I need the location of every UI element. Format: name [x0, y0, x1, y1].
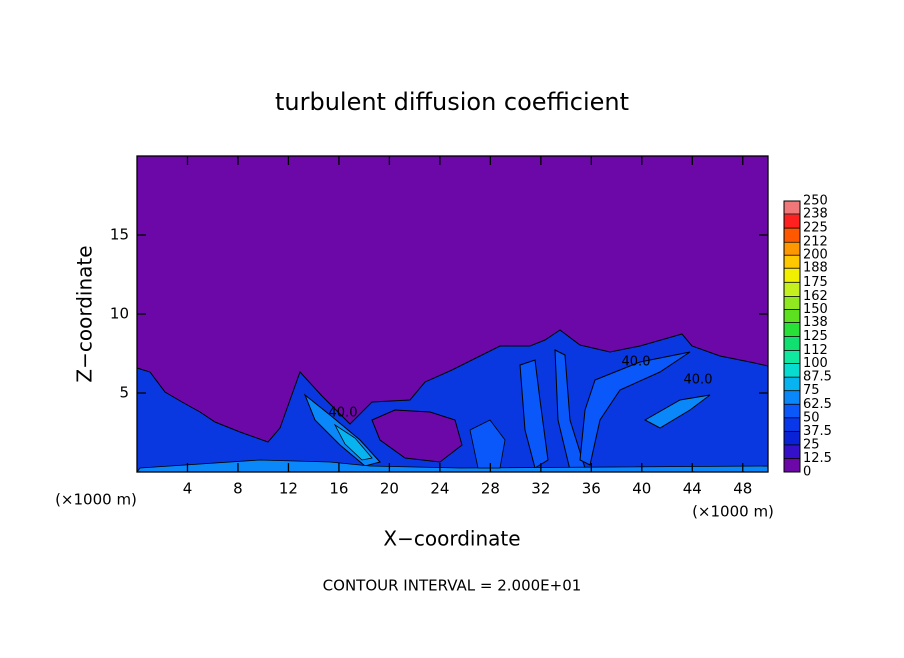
colorbar-swatch — [784, 228, 800, 242]
y-tick-label: 10 — [110, 305, 129, 323]
streak — [469, 419, 506, 469]
colorbar-label: 50 — [803, 410, 820, 425]
x-tick-label: 8 — [233, 480, 243, 498]
x-tick-label: 20 — [380, 480, 399, 498]
colorbar-swatch — [784, 214, 800, 229]
x-unit: (×1000 m) — [692, 503, 774, 521]
colorbar-swatch — [784, 390, 800, 405]
streak — [643, 394, 711, 429]
y-tick-label: 15 — [110, 226, 129, 244]
footer: CONTOUR INTERVAL = 2.000E+01 — [323, 577, 582, 595]
colorbar-swatch — [784, 322, 800, 337]
colorbar-label: 212 — [803, 235, 828, 250]
x-tick-label: 48 — [733, 480, 752, 498]
quiet-pocket — [371, 409, 463, 463]
x-tick-label: 44 — [683, 480, 702, 498]
colorbar-swatch — [784, 377, 800, 391]
streak — [519, 359, 549, 469]
colorbar-swatch — [784, 241, 800, 256]
colorbar-label: 112 — [803, 343, 828, 358]
colorbar-swatch — [784, 431, 800, 445]
colorbar-swatch — [784, 363, 800, 378]
colorbar-label: 238 — [803, 207, 828, 222]
x-tick-label: 40 — [632, 480, 651, 498]
colorbar-swatch — [784, 444, 800, 459]
colorbar-label: 200 — [803, 248, 828, 263]
x-tick-label: 36 — [582, 480, 601, 498]
y-tick-label: 5 — [119, 384, 129, 402]
colorbar-label: 75 — [803, 383, 820, 398]
colorbar-swatch — [784, 336, 800, 351]
contour-field — [136, 156, 769, 473]
colorbar-label: 25 — [803, 437, 820, 452]
x-tick-label: 4 — [183, 480, 193, 498]
streak — [579, 351, 691, 466]
contour-label: 40.0 — [329, 406, 358, 421]
x-tick-label: 24 — [430, 480, 449, 498]
colorbar-swatch — [784, 458, 800, 472]
colorbar-label: 0 — [803, 465, 811, 480]
colorbar-label: 225 — [803, 221, 828, 236]
title: turbulent diffusion coefficient — [275, 88, 629, 116]
x-tick-label: 16 — [329, 480, 348, 498]
contour-label: 40.0 — [622, 355, 651, 370]
colorbar-swatch — [784, 255, 800, 269]
x-tick-label: 28 — [481, 480, 500, 498]
x-unit: (×1000 m) — [55, 491, 137, 509]
colorbar-swatch — [784, 201, 800, 215]
colorbar-label: 175 — [803, 275, 828, 290]
colorbar-label: 188 — [803, 261, 828, 276]
y-axis-label: Z−coordinate — [73, 245, 97, 382]
x-tick-label: 32 — [531, 480, 550, 498]
colorbar-swatch — [784, 268, 800, 283]
colorbar-label: 162 — [803, 289, 828, 304]
colorbar-label: 37.5 — [803, 424, 832, 439]
colorbar-swatch — [784, 417, 800, 432]
contour-label: 40.0 — [684, 373, 713, 388]
colorbar-label: 125 — [803, 329, 828, 344]
colorbar-label: 150 — [803, 302, 828, 317]
colorbar-swatch — [784, 404, 800, 418]
turbulent-layer — [136, 329, 769, 473]
colorbar-label: 138 — [803, 315, 828, 330]
colorbar-label: 100 — [803, 356, 828, 371]
colorbar-label: 12.5 — [803, 451, 832, 466]
colorbar-swatch — [784, 350, 800, 364]
colorbar-label: 62.5 — [803, 397, 832, 412]
colorbar-label: 250 — [803, 194, 828, 209]
colorbar-label: 87.5 — [803, 370, 832, 385]
streak — [333, 423, 373, 461]
colorbar-swatch — [784, 309, 800, 323]
colorbar-swatch — [784, 282, 800, 296]
x-tick-label: 12 — [279, 480, 298, 498]
colorbar-swatch — [784, 295, 800, 310]
x-axis-label: X−coordinate — [383, 527, 520, 551]
